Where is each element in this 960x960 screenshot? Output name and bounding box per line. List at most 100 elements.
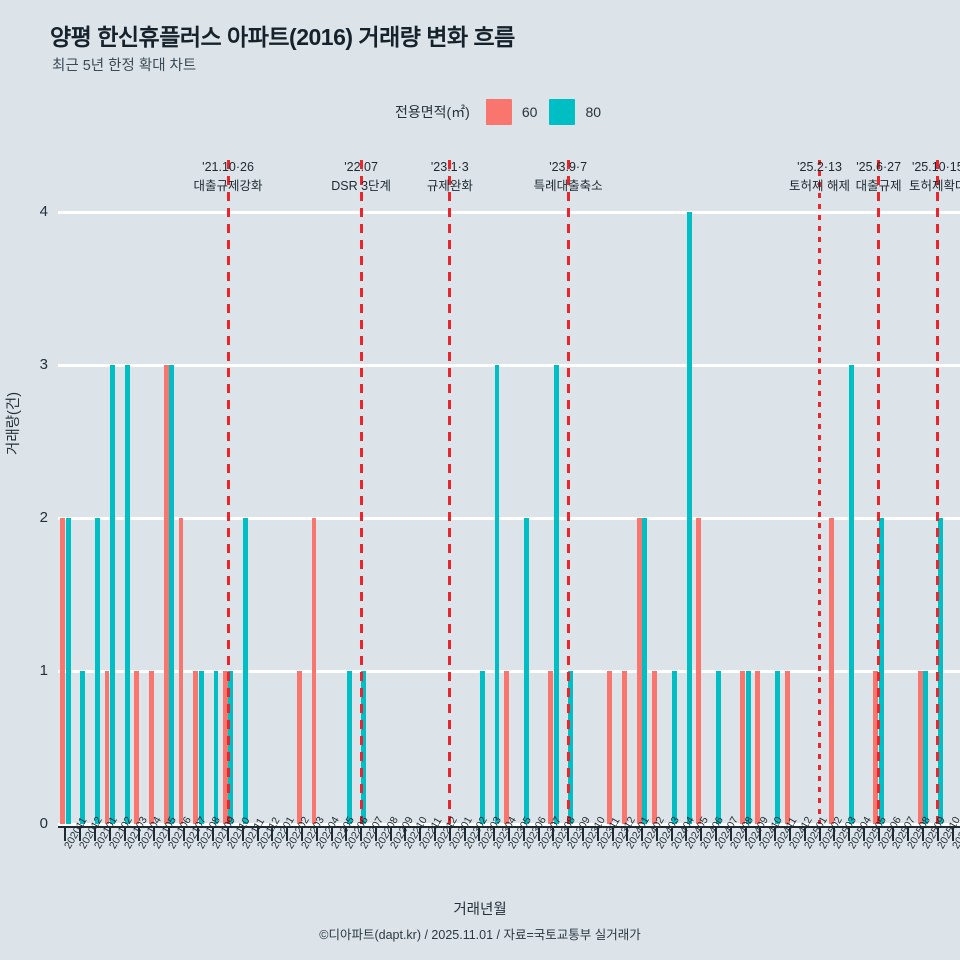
x-axis-tick [848,826,851,841]
bar[interactable] [95,518,101,824]
x-axis-tick [330,826,333,841]
bar[interactable] [829,518,834,824]
gridline-1 [58,669,960,673]
bar[interactable] [80,671,86,824]
x-axis-tick [138,826,141,841]
x-axis-tick [448,826,451,841]
bar[interactable] [745,671,751,824]
bar[interactable] [134,671,140,824]
x-axis-tick [892,826,895,841]
bar[interactable] [553,365,559,824]
bar[interactable] [198,671,204,824]
bar[interactable] [917,671,923,824]
x-axis-tick [271,826,274,841]
bar[interactable] [243,518,248,824]
bar[interactable] [568,671,574,824]
bar[interactable] [651,671,657,824]
bar[interactable] [124,365,130,824]
bar[interactable] [636,518,642,824]
x-axis-tick [167,826,170,841]
page-subtitle: 최근 5년 한정 확대 차트 [52,58,197,74]
bar[interactable] [178,518,184,824]
bar[interactable] [163,365,169,824]
y-axis-tick-label: 0 [39,815,48,832]
bar[interactable] [311,518,317,824]
bar[interactable] [361,671,367,824]
x-axis-tick [374,826,377,841]
event-label-text: 대출규제강화 [193,179,263,194]
x-axis-tick [729,826,732,841]
bar[interactable] [740,671,746,824]
x-axis-tick [508,826,510,841]
bar[interactable] [784,671,790,824]
legend-item-80[interactable]: 80 [549,99,601,125]
x-axis-tick [434,826,437,841]
x-axis-tick [833,826,836,841]
y-axis-title: 거래량(건) [6,391,22,455]
event-line-202502 [818,160,822,824]
bar[interactable] [213,671,219,824]
bar[interactable] [849,365,855,824]
bar[interactable] [873,671,879,824]
gridline-0 [58,822,960,826]
bars-layer [58,212,960,824]
gridline-2 [58,516,960,520]
bar[interactable] [104,671,110,824]
bar[interactable] [716,671,722,824]
bar[interactable] [696,518,701,824]
bar[interactable] [671,671,677,824]
x-axis-tick [611,826,614,841]
x-axis-tick [744,826,747,841]
y-axis-tick-label: 4 [39,203,48,220]
x-axis-tick [655,826,658,841]
x-axis-tick [389,826,392,841]
bar[interactable] [169,365,175,824]
legend-item-60[interactable]: 60 [485,99,537,125]
gridline-4 [58,210,960,214]
bar[interactable] [346,671,352,824]
bar[interactable] [148,671,154,824]
y-axis-tick-label: 2 [39,509,48,526]
bar[interactable] [878,518,884,824]
x-axis-tick [404,826,407,841]
event-label-text: 규제완화 [426,179,473,194]
bar[interactable] [296,671,302,824]
bar[interactable] [524,518,529,824]
x-axis-tick [552,826,555,841]
bar[interactable] [607,671,613,824]
bar[interactable] [60,518,66,824]
event-label-text: 특례대출축소 [533,179,603,194]
x-axis-tick [79,826,82,841]
bar[interactable] [686,212,692,824]
bar[interactable] [548,671,554,824]
x-axis-tick [315,826,318,841]
bar[interactable] [494,365,500,824]
bar[interactable] [775,671,781,824]
event-label-text: DSR 3단계 [331,179,392,194]
x-axis-tick [685,826,688,841]
x-axis-tick [241,826,244,841]
x-axis-tick [862,826,865,841]
bar[interactable] [479,671,485,824]
bar[interactable] [622,671,627,824]
x-axis-tick [197,826,200,841]
bar[interactable] [193,671,199,824]
event-line-202301 [448,160,452,824]
bar[interactable] [923,671,929,824]
x-axis-tick [951,826,954,841]
bar[interactable] [222,671,228,824]
x-axis-tick [93,826,96,841]
bar[interactable] [228,671,234,824]
bar[interactable] [755,671,761,824]
x-axis-tick [877,826,880,841]
bar[interactable] [938,518,943,824]
bar[interactable] [642,518,648,824]
event-date: '25.10·15 [911,160,960,174]
bar[interactable] [110,365,115,824]
event-label-text: 토허제 해제 [789,179,851,194]
event-annotation-202506: '25.6·27 대출규제 [856,158,902,197]
bar[interactable] [503,671,509,824]
x-axis-tick [463,826,466,841]
bar[interactable] [65,518,71,824]
